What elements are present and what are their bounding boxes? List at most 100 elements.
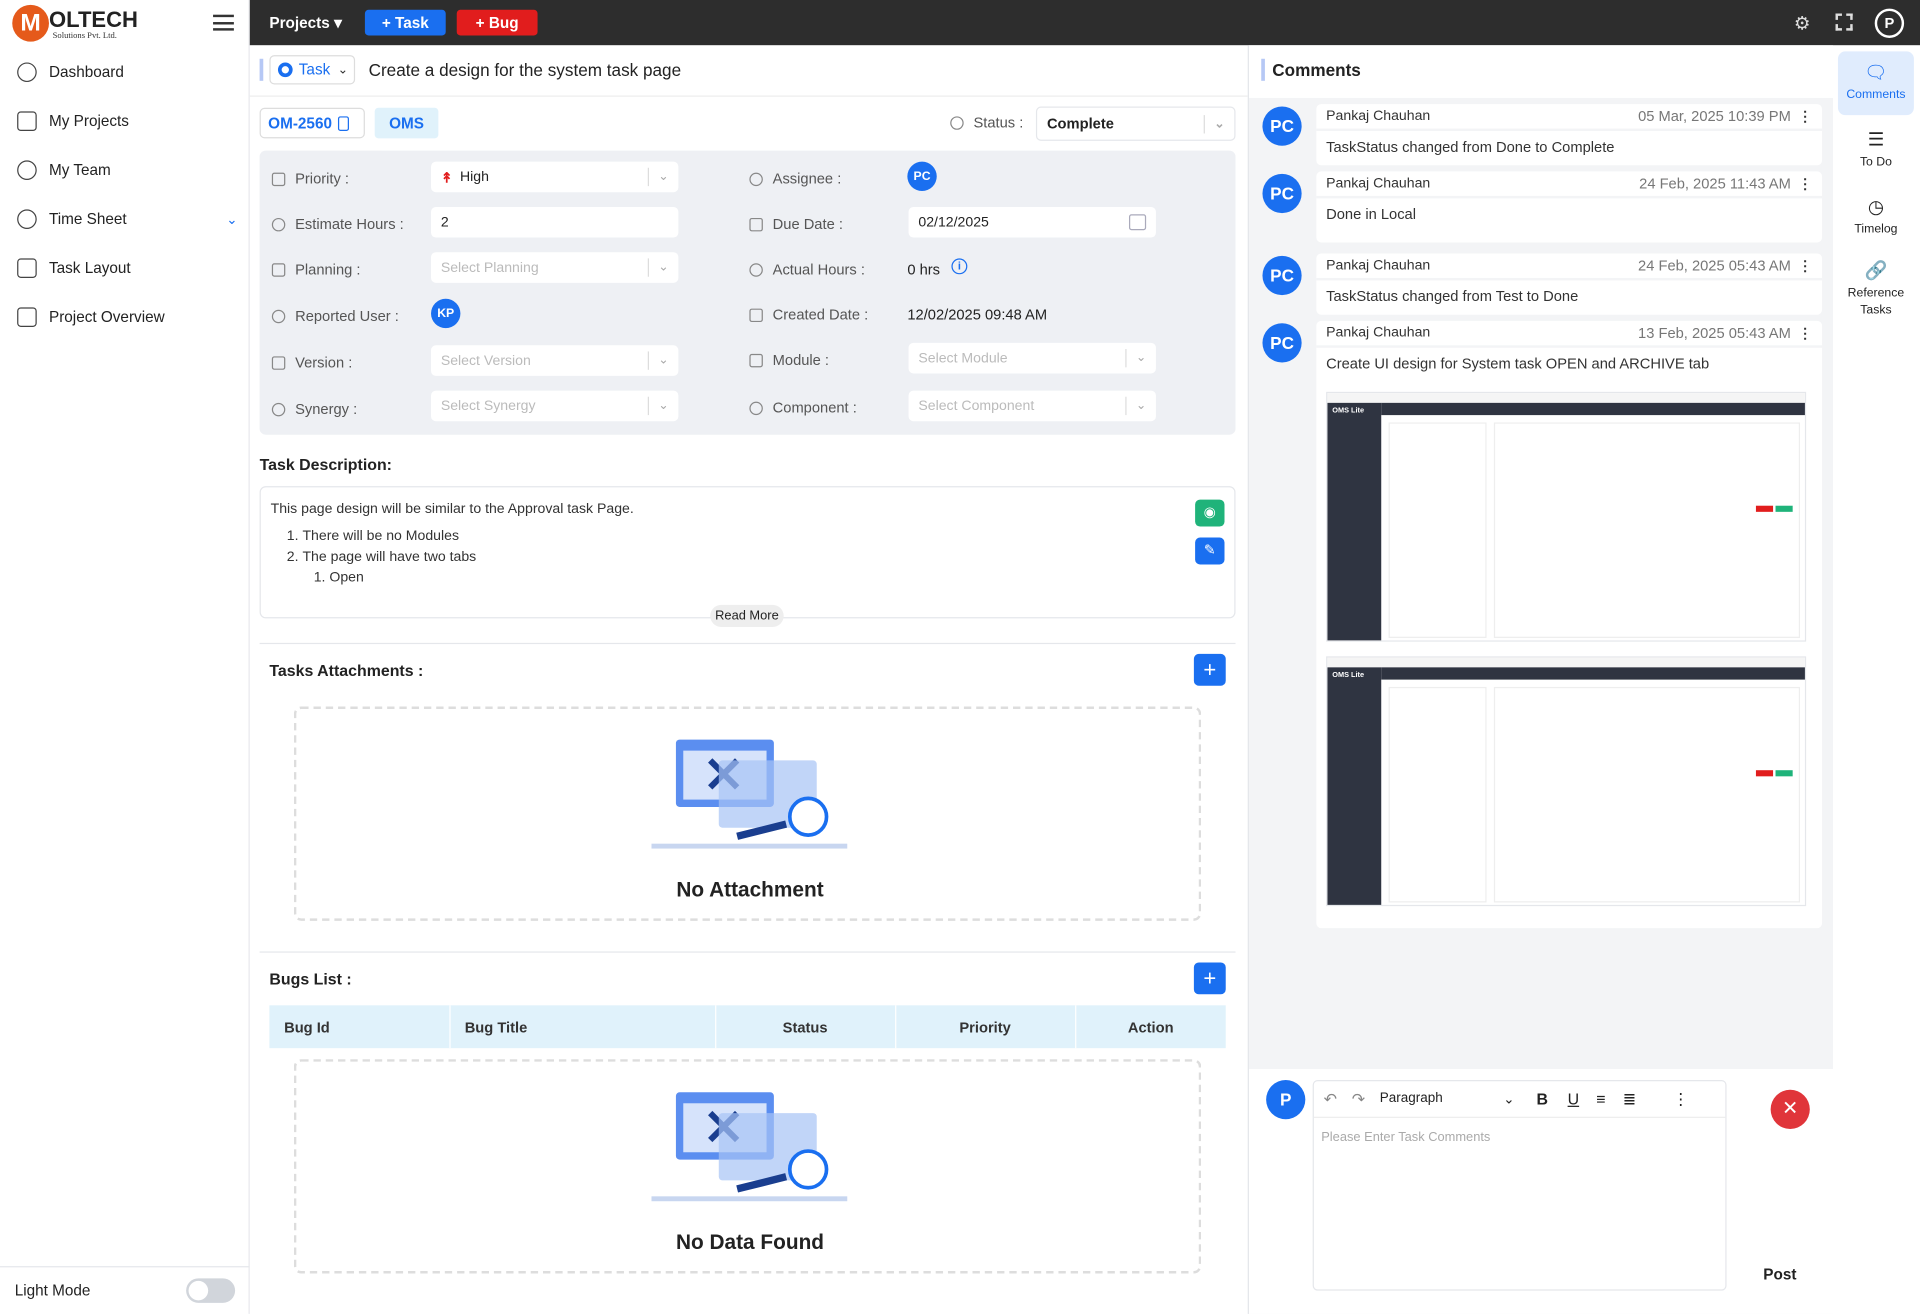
comment-editor-area	[1248, 1068, 1834, 1314]
more-options-icon[interactable]: ⋮	[1798, 326, 1813, 342]
comment-item: Pankaj Chauhan 05 Mar, 2025 10:39 PM ⋮ Task…	[1316, 104, 1823, 166]
radio-icon	[277, 62, 293, 78]
col-priority[interactable]: Priority	[895, 1005, 1076, 1049]
history-icon	[749, 262, 763, 277]
overview-icon	[17, 307, 37, 327]
reported-user-avatar[interactable]: KP	[431, 298, 461, 329]
sidebar-item-my-projects[interactable]: My Projects	[17, 107, 237, 136]
task-id-badge[interactable]: OM-2560	[259, 107, 365, 139]
edit-pencil-icon[interactable]: ✎	[1195, 537, 1225, 565]
close-editor-button[interactable]: ✕	[1770, 1089, 1810, 1129]
rail-timelog[interactable]: ◷ Timelog	[1838, 186, 1914, 245]
col-bug-id[interactable]: Bug Id	[269, 1005, 451, 1049]
reported-user-label: Reported User :	[271, 307, 399, 324]
synergy-select[interactable]: Select Synergy ⌄	[431, 390, 679, 422]
add-task-button[interactable]: + Task	[364, 9, 446, 36]
clock-icon	[17, 209, 37, 229]
layout-icon	[17, 258, 37, 278]
rail-todo[interactable]: ☰ To Do	[1838, 119, 1914, 178]
user-icon	[749, 172, 763, 186]
comments-panel: Comments PC Pankaj Chauhan 05 Mar, 2025 1…	[1247, 45, 1834, 1314]
chevron-down-icon[interactable]: ⌄	[226, 212, 238, 228]
company-logo[interactable]: M OLTECH Solutions Pvt. Ltd.	[12, 4, 159, 44]
sidebar-item-project-overview[interactable]: Project Overview	[17, 302, 237, 331]
copy-icon[interactable]	[338, 115, 350, 131]
clock-icon	[271, 217, 286, 231]
assignee-label: Assignee :	[749, 170, 841, 187]
team-icon	[17, 160, 37, 181]
due-date-input[interactable]: 02/12/2025	[908, 206, 1156, 238]
more-options-icon[interactable]: ⋮	[1798, 259, 1813, 275]
add-attachment-button[interactable]: +	[1193, 653, 1226, 686]
user-icon	[271, 309, 286, 323]
planning-icon	[271, 262, 286, 277]
chevron-down-icon: ⌄	[337, 63, 348, 77]
bulleted-list-icon[interactable]: ≡	[1596, 1089, 1606, 1109]
comment-avatar: PC	[1262, 255, 1302, 296]
component-select[interactable]: Select Component ⌄	[908, 390, 1156, 422]
priority-select[interactable]: ↟ High ⌄	[431, 161, 679, 193]
status-select[interactable]: Complete ⌄	[1035, 106, 1236, 141]
col-action[interactable]: Action	[1127, 1018, 1174, 1036]
comment-avatar: PC	[1262, 106, 1302, 146]
checklist-icon: ☰	[1867, 129, 1885, 151]
add-bug-button[interactable]: + Bug	[456, 9, 538, 36]
module-label: Module :	[749, 351, 829, 369]
actual-hours-value: 0 hrs	[907, 260, 941, 278]
projects-dropdown[interactable]: Projects ▾	[269, 14, 342, 32]
more-options-icon[interactable]: ⋮	[1798, 177, 1813, 193]
bugs-table-header: Bug Id Bug Title Status Priority Action	[269, 1005, 1226, 1049]
rail-comments[interactable]: 🗨 Comments	[1837, 51, 1914, 116]
sidebar-item-my-team[interactable]: My Team	[17, 156, 237, 185]
comment-screenshot[interactable]: OMS Lite	[1326, 391, 1807, 642]
sidebar-item-time-sheet[interactable]: Time Sheet ⌄	[17, 204, 238, 233]
cube-icon	[749, 353, 763, 367]
attachments-empty: No Attachment	[293, 706, 1202, 921]
link-icon: 🔗	[1864, 260, 1888, 282]
read-more-button[interactable]: Read More	[710, 604, 784, 627]
version-select[interactable]: Select Version ⌄	[431, 345, 679, 376]
rail-reference-tasks[interactable]: 🔗 Reference Tasks	[1838, 253, 1914, 326]
calendar-icon[interactable]	[1128, 214, 1147, 231]
info-icon[interactable]: i	[951, 258, 968, 275]
more-options-icon[interactable]: ⋮	[1672, 1089, 1689, 1108]
planning-select[interactable]: Select Planning ⌄	[431, 252, 679, 283]
underline-icon[interactable]: U	[1567, 1089, 1580, 1109]
estimate-hours-input[interactable]: 2	[431, 206, 679, 238]
menu-toggle-icon[interactable]	[213, 14, 234, 31]
preview-eye-icon[interactable]: ◉	[1195, 499, 1225, 527]
col-bug-title[interactable]: Bug Title	[449, 1005, 716, 1049]
sidebar-item-dashboard[interactable]: Dashboard	[17, 58, 237, 87]
comment-input[interactable]: Please Enter Task Comments	[1321, 1130, 1491, 1145]
numbered-list-icon[interactable]: ≣	[1622, 1089, 1637, 1108]
comment-item: Pankaj Chauhan 13 Feb, 2025 05:43 AM ⋮ Crea…	[1316, 320, 1823, 929]
due-date-label: Due Date :	[749, 216, 843, 233]
user-settings-icon[interactable]: ⚙	[1793, 13, 1811, 35]
undo-icon[interactable]: ↶	[1323, 1089, 1338, 1108]
fullscreen-icon[interactable]	[1835, 13, 1853, 31]
sidebar-item-task-layout[interactable]: Task Layout	[17, 253, 237, 282]
comments-title: Comments	[1272, 60, 1361, 80]
col-status[interactable]: Status	[715, 1005, 896, 1049]
folder-icon	[17, 111, 37, 132]
comment-avatar: PC	[1262, 323, 1302, 363]
redo-icon[interactable]: ↷	[1351, 1089, 1366, 1108]
version-label: Version :	[271, 354, 352, 371]
user-avatar[interactable]: P	[1874, 8, 1905, 38]
actual-hours-label: Actual Hours :	[749, 261, 865, 278]
more-options-icon[interactable]: ⋮	[1798, 110, 1813, 125]
created-date-label: Created Date :	[749, 306, 868, 323]
chevron-down-icon: ⌄	[647, 396, 669, 416]
chevron-down-icon: ⌄	[647, 351, 669, 370]
light-mode-toggle[interactable]	[186, 1278, 236, 1303]
task-type-select[interactable]: Task ⌄	[269, 55, 356, 85]
bold-icon[interactable]: B	[1536, 1089, 1549, 1109]
chevron-down-icon: ⌄	[1203, 114, 1225, 133]
block-format-select[interactable]: Paragraph ⌄	[1379, 1091, 1515, 1107]
module-select[interactable]: Select Module ⌄	[908, 342, 1156, 374]
comment-screenshot[interactable]: OMS Lite	[1326, 656, 1807, 907]
add-bug-button[interactable]: +	[1193, 962, 1226, 995]
post-button[interactable]: Post	[1763, 1266, 1797, 1284]
assignee-avatar[interactable]: PC	[907, 161, 937, 192]
attachments-title: Tasks Attachments :	[269, 661, 424, 680]
